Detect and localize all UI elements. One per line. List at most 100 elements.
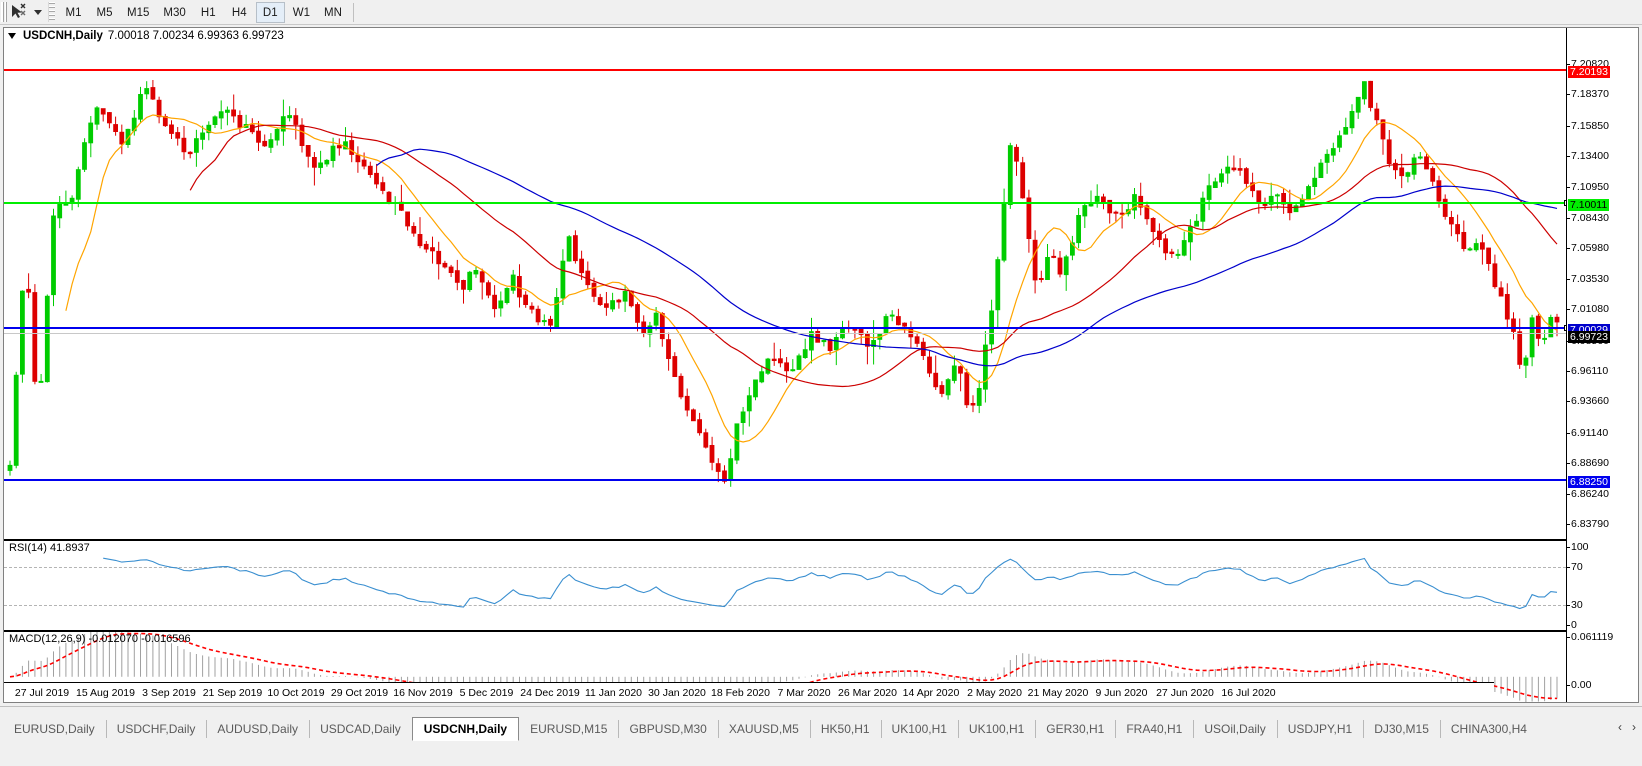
date-label: 16 Nov 2019	[393, 687, 453, 699]
rsi-level-70	[4, 567, 1566, 568]
price-tick-7-13400: 7.13400	[1567, 150, 1609, 163]
date-label: 26 Mar 2020	[838, 687, 897, 699]
price-tick-6-86240: 6.86240	[1567, 487, 1609, 500]
price-tick-7-15850: 7.15850	[1567, 119, 1609, 132]
date-label: 7 Mar 2020	[777, 687, 831, 699]
chart-tab-eurusd-daily[interactable]: EURUSD,Daily	[14, 722, 95, 736]
timeframe-button-m1[interactable]: M1	[65, 6, 82, 19]
rsi-label: RSI(14) 41.8937	[9, 542, 90, 554]
symbol-header: USDCNH,Daily 7.00018 7.00234 6.99363 6.9…	[8, 30, 284, 42]
date-label: 27 Jul 2019	[14, 687, 70, 699]
macd-tick-0061119: 0.061119	[1566, 631, 1614, 643]
date-label: 2 May 2020	[967, 687, 1022, 699]
date-label: 16 Jul 2020	[1221, 687, 1276, 699]
pane-separator-rsi[interactable]	[4, 539, 1566, 541]
price-tick-7-10950: 7.10950	[1567, 180, 1609, 193]
chevron-down-icon[interactable]	[31, 2, 45, 22]
price-chip-7-20193: 7.20193	[1568, 66, 1610, 78]
price-tick-7-08430: 7.08430	[1567, 211, 1609, 224]
date-label: 24 Dec 2019	[520, 687, 580, 699]
rsi-tick-0: 0	[1567, 619, 1577, 631]
chart-tab-usoil-daily[interactable]: USOil,Daily	[1193, 717, 1276, 741]
price-tick-6-88690: 6.88690	[1567, 457, 1609, 470]
tab-scroll-left-icon[interactable]: ‹	[1618, 720, 1622, 734]
date-label: 30 Jan 2020	[648, 687, 706, 699]
date-label: 21 Sep 2019	[202, 687, 263, 699]
toolbar-divider	[352, 2, 354, 22]
timeframe-button-mn[interactable]: MN	[324, 6, 342, 19]
price-tick-6-91140: 6.91140	[1566, 426, 1609, 439]
rsi-level-30	[4, 605, 1566, 606]
chart-tab-china300-h4[interactable]: CHINA300,H4	[1439, 717, 1538, 741]
date-label: 14 Apr 2020	[902, 687, 960, 699]
price-tick-7-18370: 7.18370	[1567, 88, 1609, 101]
tab-scroll-controls: ‹ ›	[1618, 720, 1636, 734]
price-axis[interactable]: 7.20820 7.18370 7.15850 7.13400 7.10950 7.084…	[1566, 28, 1638, 702]
price-tick-7-20820: 7.20820	[1567, 58, 1609, 70]
chart-tab-ger30-h1[interactable]: GER30,H1	[1035, 717, 1115, 741]
hline-7-20193[interactable]	[4, 69, 1566, 71]
date-label: 21 May 2020	[1027, 687, 1089, 699]
chart-tab-usdcnh-daily[interactable]: USDCNH,Daily	[411, 717, 520, 741]
candlestick-series	[7, 80, 1560, 487]
date-label: 11 Jan 2020	[584, 687, 643, 699]
chart-tab-xauusd-m5[interactable]: XAUUSD,M5	[717, 717, 810, 741]
chart-tab-fra40-h1[interactable]: FRA40,H1	[1115, 717, 1193, 741]
chart-tab-usdcad-daily[interactable]: USDCAD,Daily	[309, 717, 412, 741]
crosshair-cursor-icon[interactable]	[9, 2, 31, 22]
timeframe-button-m30[interactable]: M30	[163, 6, 186, 19]
timeframe-button-h4[interactable]: H4	[231, 6, 247, 19]
macd-tick-000: 0.00	[1566, 679, 1592, 691]
date-label: 27 Jun 2020	[1156, 687, 1214, 699]
rsi-series	[103, 557, 1558, 610]
chart-tab-gbpusd-m30[interactable]: GBPUSD,M30	[618, 717, 717, 741]
rsi-tick-100: 100	[1567, 541, 1589, 553]
timeframe-button-w1[interactable]: W1	[292, 6, 310, 19]
current-price-line	[4, 333, 1566, 334]
tab-scroll-right-icon[interactable]: ›	[1632, 720, 1636, 734]
triangle-down-icon[interactable]	[8, 33, 16, 39]
price-tick-6-96110: 6.96110	[1566, 364, 1609, 377]
toolbar-grip[interactable]	[1, 2, 7, 22]
hline-6-88250[interactable]	[4, 479, 1566, 481]
hline-7-00029[interactable]	[4, 325, 1566, 331]
chart-tab-bar: EURUSD,Daily USDCHF,Daily AUDUSD,Daily USDC…	[0, 706, 1642, 766]
price-plot-area[interactable]: USDCNH,Daily 7.00018 7.00234 6.99363 6.9…	[4, 28, 1566, 702]
symbol-label: USDCNH,Daily	[23, 30, 103, 42]
pane-separator-macd[interactable]	[4, 630, 1566, 632]
rsi-tick-30: 30	[1567, 599, 1583, 611]
price-chip-7-10011: 7.10011	[1568, 199, 1610, 211]
top-toolbar: M1 M5 M15 M30 H1 H4 D1 W1 MN	[0, 0, 1642, 25]
date-label: 9 Jun 2020	[1095, 687, 1148, 699]
chart-tab-dj30-m15[interactable]: DJ30,M15	[1363, 717, 1440, 741]
timeframe-button-d1[interactable]: D1	[255, 1, 285, 23]
price-chip-6-88250: 6.88250	[1568, 476, 1610, 488]
price-tick-7-05980: 7.05980	[1567, 242, 1609, 255]
toolbar-separator	[48, 2, 55, 22]
date-label: 3 Sep 2019	[142, 687, 196, 699]
timeframe-button-m5[interactable]: M5	[96, 6, 113, 19]
chart-tab-uk100-h1[interactable]: UK100,H1	[880, 717, 958, 741]
hline-7-10011[interactable]	[4, 200, 1566, 206]
price-chip-6-99723: 6.99723	[1568, 331, 1610, 343]
timeframe-button-m15[interactable]: M15	[127, 6, 150, 19]
chart-canvas[interactable]: USDCNH,Daily 7.00018 7.00234 6.99363 6.9…	[3, 27, 1639, 703]
timeframe-button-h1[interactable]: H1	[200, 6, 216, 19]
price-tick-6-93660: 6.93660	[1567, 395, 1609, 408]
date-label: 5 Dec 2019	[459, 687, 514, 699]
chart-tab-eurusd-m15[interactable]: EURUSD,M15	[530, 722, 608, 736]
chart-tab-usdchf-daily[interactable]: USDCHF,Daily	[105, 717, 207, 741]
price-tick-7-01080: 7.01080	[1567, 303, 1609, 316]
chart-tab-uk100-h1[interactable]: UK100,H1	[957, 717, 1035, 741]
chart-tab-audusd-daily[interactable]: AUDUSD,Daily	[206, 717, 309, 741]
ohlc-values: 7.00018 7.00234 6.99363 6.99723	[107, 30, 284, 42]
chart-tab-usdjpy-h1[interactable]: USDJPY,H1	[1276, 717, 1363, 741]
date-axis: 27 Jul 2019 15 Aug 2019 3 Sep 2019 21 Sep 2…	[4, 682, 1494, 702]
rsi-tick-70: 70	[1567, 561, 1583, 573]
chart-tabs: EURUSD,Daily USDCHF,Daily AUDUSD,Daily USDC…	[3, 717, 1602, 741]
chart-tab-hk50-h1[interactable]: HK50,H1	[809, 717, 881, 741]
price-tick-6-83790: 6.83790	[1567, 518, 1609, 530]
date-label: 15 Aug 2019	[76, 687, 135, 699]
date-label: 18 Feb 2020	[711, 687, 770, 699]
